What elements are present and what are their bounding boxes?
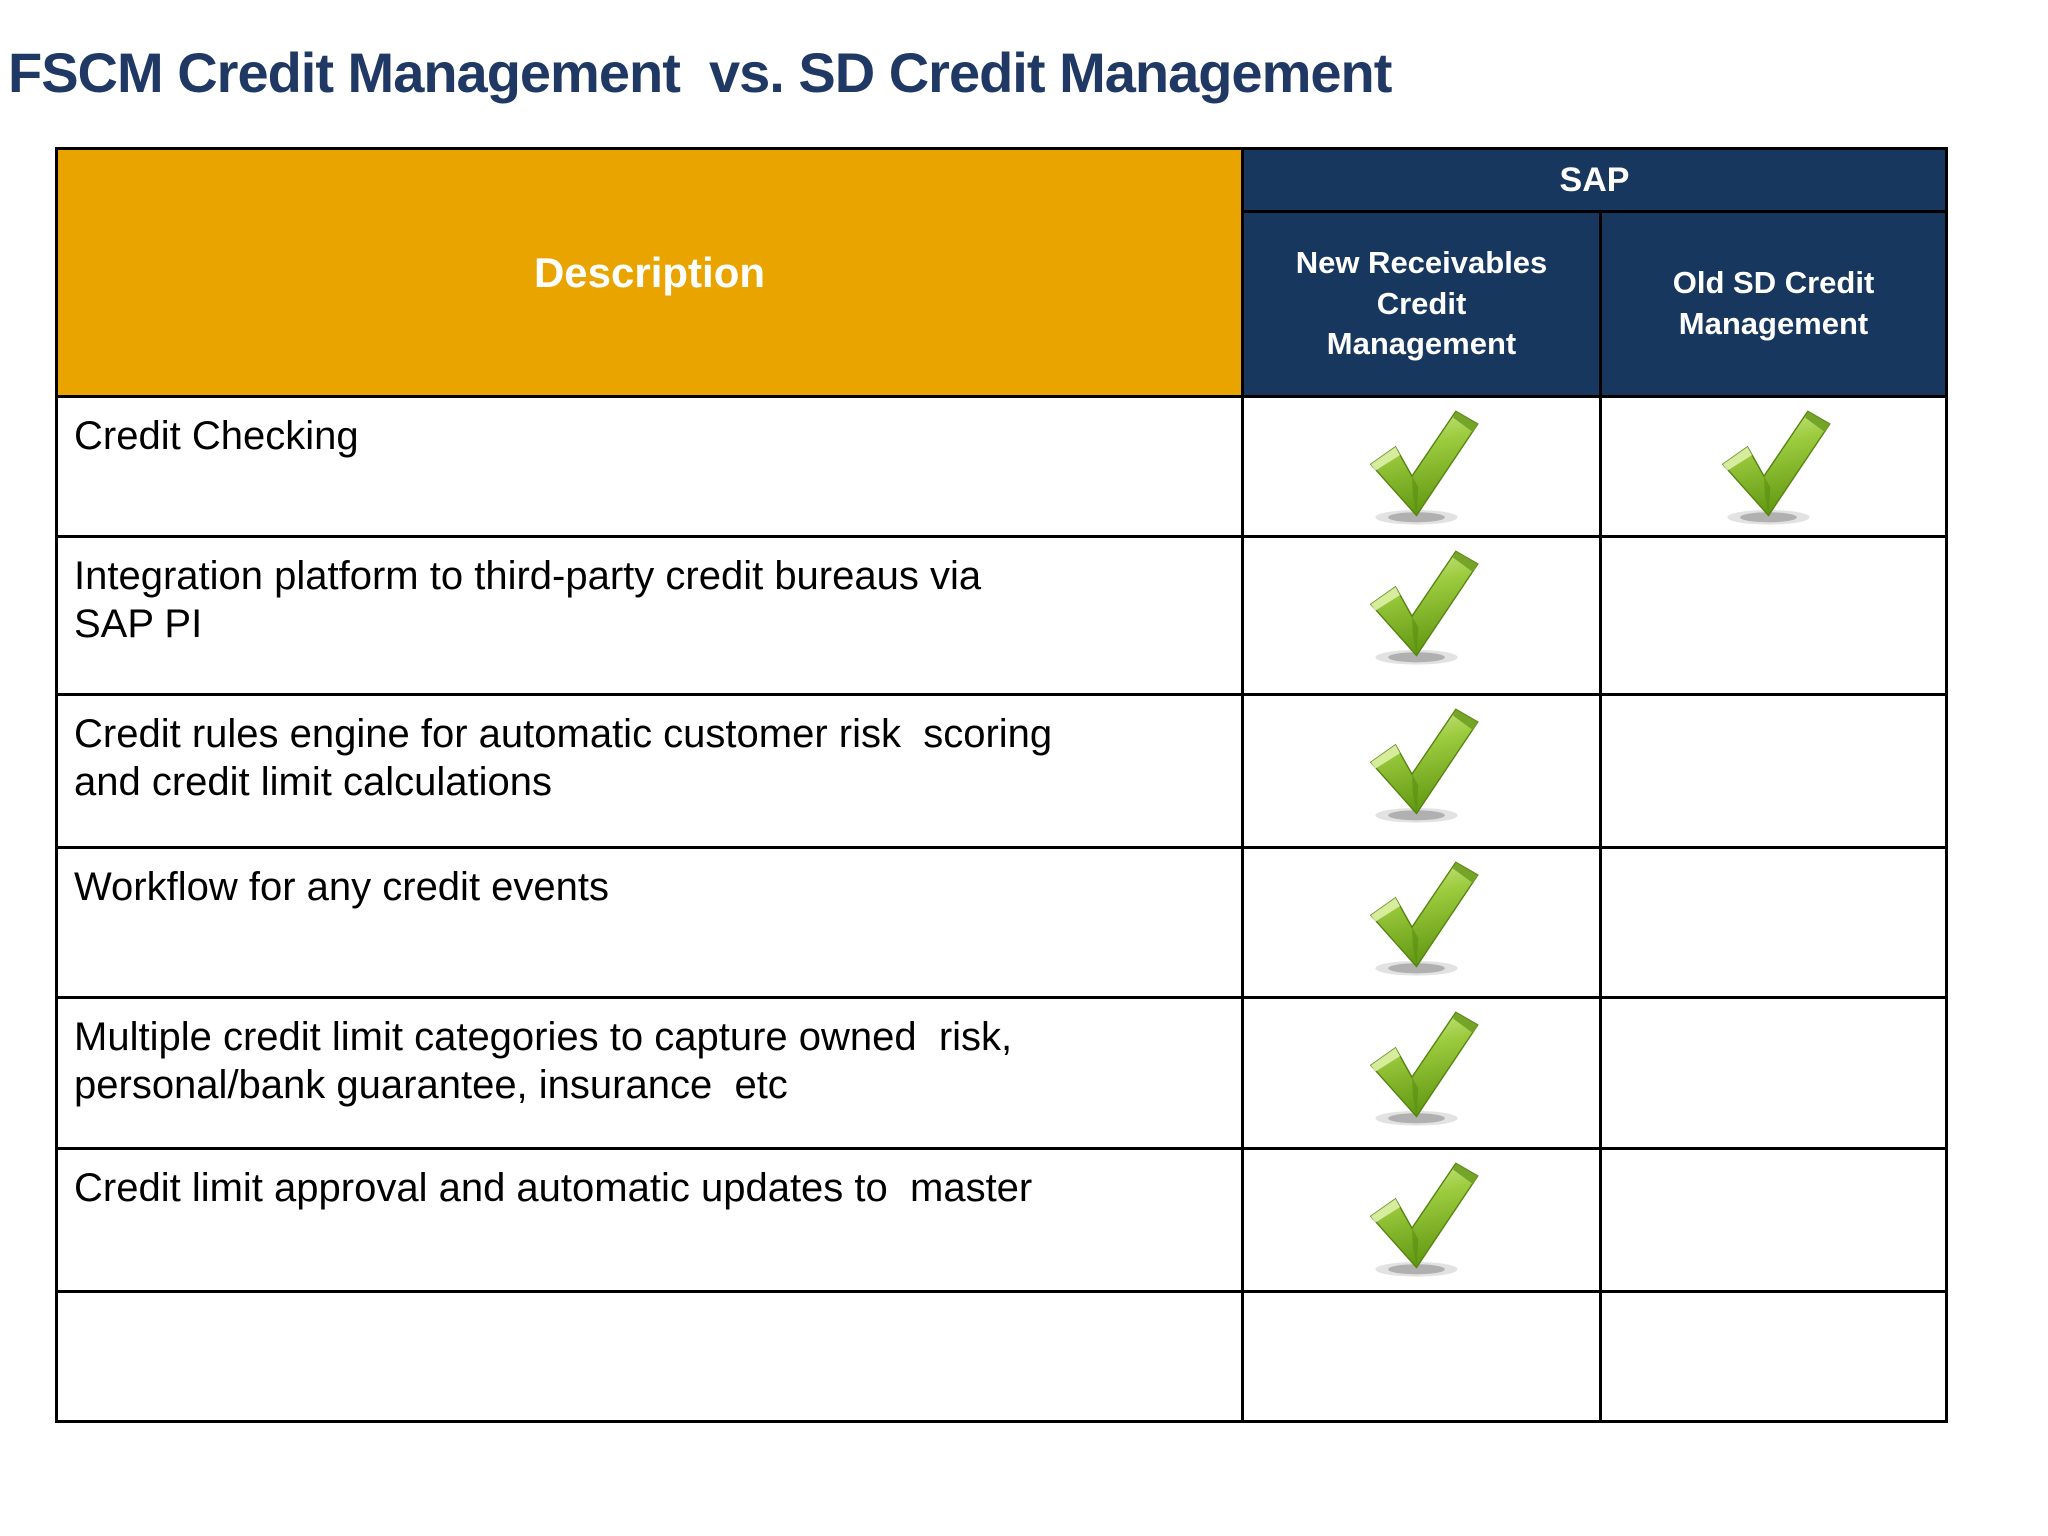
column-header-new-receivables: New Receivables Credit Management <box>1241 210 1602 398</box>
table-row <box>55 1290 1949 1423</box>
table-row: Integration platform to third-party cred… <box>55 535 1949 696</box>
description-cell: Workflow for any credit events <box>55 846 1244 999</box>
column-header-old-sd: Old SD Credit Management <box>1598 210 1949 398</box>
description-cell: Integration platform to third-party cred… <box>55 535 1244 696</box>
check-cell-old-sd <box>1598 395 1949 538</box>
sap-group-header-cell: SAP <box>1240 147 1949 213</box>
check-cell-new-receivables <box>1241 1147 1602 1293</box>
check-cell-new-receivables <box>1241 693 1602 849</box>
table-row: Workflow for any credit events <box>55 846 1949 999</box>
table-row: Credit Checking <box>55 395 1949 538</box>
description-cell: Credit rules engine for automatic custom… <box>55 693 1244 849</box>
green-check-icon <box>1369 410 1479 525</box>
check-cell-old-sd <box>1598 1290 1949 1423</box>
description-cell: Credit Checking <box>55 395 1244 538</box>
table-row: Credit rules engine for automatic custom… <box>55 693 1949 849</box>
check-cell-old-sd <box>1598 693 1949 849</box>
check-cell-old-sd <box>1598 1147 1949 1293</box>
table-header: Description SAP New Receivables Credit M… <box>55 147 1949 398</box>
check-cell-old-sd <box>1598 996 1949 1150</box>
check-cell-new-receivables <box>1241 996 1602 1150</box>
check-cell-new-receivables <box>1241 1290 1602 1423</box>
table-row: Multiple credit limit categories to capt… <box>55 996 1949 1150</box>
check-cell-new-receivables <box>1241 846 1602 999</box>
description-cell: Credit limit approval and automatic upda… <box>55 1147 1244 1293</box>
check-cell-new-receivables <box>1241 535 1602 696</box>
green-check-icon <box>1369 861 1479 976</box>
check-cell-old-sd <box>1598 846 1949 999</box>
green-check-icon <box>1369 1162 1479 1277</box>
comparison-table: Description SAP New Receivables Credit M… <box>55 147 1949 1423</box>
description-cell: Multiple credit limit categories to capt… <box>55 996 1244 1150</box>
green-check-icon <box>1369 708 1479 823</box>
description-cell <box>55 1290 1244 1423</box>
description-header-cell: Description <box>55 147 1244 398</box>
check-cell-old-sd <box>1598 535 1949 696</box>
page-title: FSCM Credit Management vs. SD Credit Man… <box>8 41 1392 104</box>
table-body: Credit Checking Integration platform to … <box>55 395 1949 1423</box>
table-row: Credit limit approval and automatic upda… <box>55 1147 1949 1293</box>
green-check-icon <box>1721 410 1831 525</box>
check-cell-new-receivables <box>1241 395 1602 538</box>
green-check-icon <box>1369 1011 1479 1126</box>
green-check-icon <box>1369 550 1479 665</box>
